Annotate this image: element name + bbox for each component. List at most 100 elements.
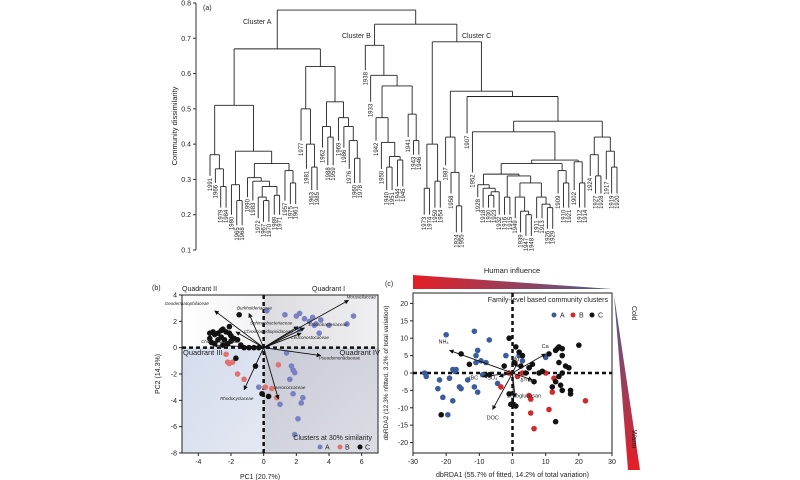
leaf-label-year: 1918	[481, 209, 487, 223]
leaf-label-year: 1932	[497, 216, 503, 230]
leaf-label-year: 1961	[294, 205, 300, 219]
loading-vector-arrow	[263, 347, 322, 358]
leaf-label-year: 1946	[417, 156, 423, 170]
y-tick-label: 4	[173, 293, 177, 300]
environmental-vector-label: Ca	[542, 344, 550, 350]
environmental-vector-label: Mg	[511, 357, 519, 363]
environmental-vector-arrow	[498, 372, 513, 378]
leaf-label-year: 1983	[251, 202, 257, 216]
environmental-vector-arrow	[511, 372, 516, 407]
point-cluster-c	[559, 352, 566, 359]
leaf-label-year: 1923	[492, 209, 498, 223]
point-cluster-c	[559, 345, 566, 352]
environmental-vector-label: NH₄	[438, 339, 449, 345]
y-tick-label: -10	[398, 405, 408, 412]
leaf-label-year: 1916	[503, 216, 509, 230]
x-tick-label: 4	[327, 459, 331, 466]
point-cluster-a	[283, 350, 290, 356]
legend-label-a: A	[560, 313, 565, 320]
leaf-label-year: 1959	[433, 209, 439, 223]
quadrant-iii-background	[182, 347, 264, 453]
point-cluster-a	[474, 347, 481, 354]
point-cluster-b	[229, 359, 236, 365]
point-cluster-b	[526, 392, 532, 399]
leaf-label-year: 1924	[454, 234, 460, 248]
point-cluster-a	[473, 352, 479, 359]
leaf-label-year: 1919	[610, 195, 616, 209]
quadrant-iv-background	[263, 347, 378, 453]
legend-marker-a	[551, 312, 557, 318]
leaf-label-year: 1928	[476, 198, 482, 212]
point-cluster-a	[255, 384, 262, 390]
loading-vector-label: Moraxellaceae	[347, 294, 377, 299]
panel-c-dbrda-plot: Human influence Cold Warm (c) -30 -20 -10 0 10 20…	[383, 266, 640, 479]
y-tick-label: 2	[173, 319, 177, 326]
y-axis-label: PC2 (14.3%)	[155, 354, 162, 394]
leaf-label-year: 1914	[583, 209, 589, 223]
y-tick-label: 20	[400, 301, 408, 308]
environmental-vector-arrow	[482, 372, 513, 379]
y-tick-label: 0.3	[181, 177, 191, 184]
leaf-label-year: 1913	[540, 220, 546, 234]
x-tick-label: -20	[441, 459, 451, 466]
loading-vector-label: Rhodocyclaceae	[220, 396, 254, 401]
leaf-label-year: 1950	[379, 170, 385, 184]
leaf-label-year: 1984	[224, 209, 230, 223]
loading-vector-arrow	[263, 326, 299, 349]
loading-vector-arrow	[263, 299, 349, 349]
y-tick-label: 0.6	[181, 71, 191, 78]
x-tick-label: 0	[511, 459, 515, 466]
point-cluster-a	[282, 311, 288, 318]
point-cluster-a	[471, 384, 478, 390]
point-cluster-c	[221, 336, 228, 343]
x-tick-label: -10	[474, 459, 484, 466]
human-influence-gradient	[413, 275, 612, 289]
leaf-label-year: 1962	[320, 149, 326, 163]
point-cluster-b	[275, 361, 282, 368]
loading-vector-arrow	[214, 310, 264, 349]
leaf-label-year: 1917	[604, 181, 610, 195]
point-cluster-b	[273, 394, 280, 401]
point-cluster-c	[576, 342, 582, 348]
leaf-label-year: 1958	[449, 195, 455, 209]
point-cluster-c	[506, 391, 512, 397]
point-cluster-a	[287, 376, 293, 383]
point-cluster-a	[445, 411, 451, 418]
point-cluster-c	[549, 384, 556, 390]
loading-vector-arrow	[263, 347, 280, 400]
legend-marker-a	[317, 444, 323, 450]
point-cluster-c	[522, 370, 529, 376]
panel-label: (a)	[203, 5, 212, 12]
point-cluster-a	[450, 398, 456, 404]
leaf-label-year: 1967	[262, 223, 268, 237]
leaf-label-year: 1930	[486, 209, 492, 223]
leaf-label-year: 1951	[390, 191, 396, 205]
point-cluster-a	[291, 369, 298, 376]
loading-vector-label: Enterobacteriaceae	[309, 322, 349, 327]
leaf-label-year: 1965	[235, 227, 241, 241]
point-cluster-c	[552, 418, 559, 425]
point-cluster-a	[471, 328, 478, 335]
leaf-label-year: 1966	[213, 184, 219, 198]
leaf-label-year: 1933	[369, 103, 375, 117]
legend-label-c: C	[365, 445, 370, 452]
point-cluster-c	[259, 390, 265, 397]
loading-vector-label: Geodermatophilaceae	[165, 301, 210, 306]
leaf-label-year: 1990	[245, 198, 251, 212]
leaf-label-year: 1959	[331, 167, 337, 181]
y-axis-label: Community dissimilarity	[170, 86, 179, 165]
legend-label-b: B	[579, 313, 584, 320]
point-cluster-a	[440, 394, 446, 401]
point-cluster-b	[234, 371, 241, 377]
legend-marker-b	[570, 312, 576, 318]
point-cluster-a	[494, 380, 501, 387]
point-cluster-a	[309, 314, 316, 321]
point-cluster-b	[527, 410, 534, 416]
leaf-label-year: 1915	[508, 216, 514, 230]
point-cluster-a	[436, 377, 443, 383]
point-cluster-a	[421, 370, 428, 376]
gradient-cold-label: Cold	[630, 306, 637, 321]
y-tick-label: 0.8	[181, 1, 191, 8]
point-cluster-a	[290, 390, 296, 397]
